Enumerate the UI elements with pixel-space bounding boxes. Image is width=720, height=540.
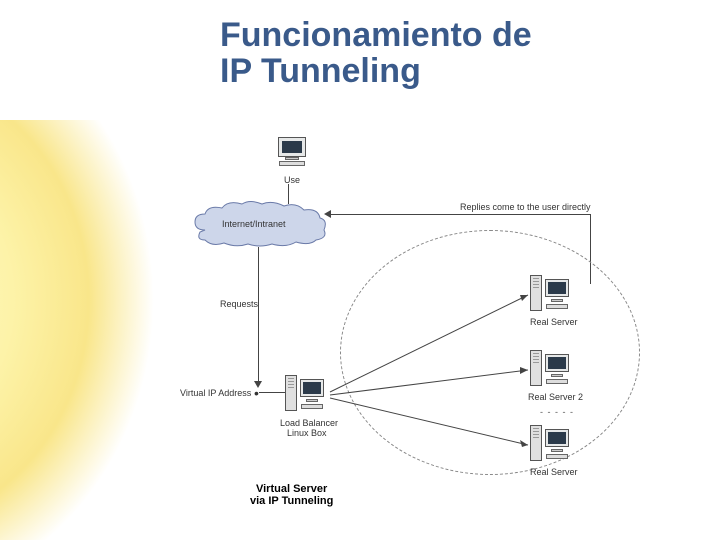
real-server-3-label: Real Server xyxy=(530,467,578,477)
user-computer-icon xyxy=(275,137,309,171)
caption-line-1: Virtual Server xyxy=(256,483,327,495)
vip-label: Virtual IP Address xyxy=(180,388,252,398)
user-label: Use xyxy=(284,175,300,185)
server-ellipsis: - - - - - xyxy=(540,407,574,417)
lb-label-2: Linux Box xyxy=(287,428,327,438)
diagram-container: Use Internet/Intranet Replies come to th… xyxy=(190,135,650,515)
real-server-3-icon xyxy=(530,425,574,465)
background-decoration xyxy=(0,120,200,540)
load-balancer-icon xyxy=(285,375,329,415)
diagram-caption: Virtual Server via IP Tunneling xyxy=(250,483,333,507)
vip-dot: • xyxy=(254,385,259,401)
real-server-2-label: Real Server 2 xyxy=(528,392,583,402)
slide-title: Funcionamiento de IP Tunneling xyxy=(220,18,532,89)
replies-label: Replies come to the user directly xyxy=(460,202,591,212)
line-requests xyxy=(258,247,259,382)
line-replies xyxy=(330,214,590,215)
arrow-replies xyxy=(324,210,331,218)
caption-line-2: via IP Tunneling xyxy=(250,495,333,507)
real-server-2-icon xyxy=(530,350,574,390)
title-line-2: IP Tunneling xyxy=(220,52,421,90)
title-line-1: Funcionamiento de xyxy=(220,16,532,54)
real-server-1-label: Real Server xyxy=(530,317,578,327)
line-vip-lb xyxy=(259,392,285,393)
cloud-label: Internet/Intranet xyxy=(222,219,286,229)
server-cluster-circle xyxy=(340,230,640,475)
real-server-1-icon xyxy=(530,275,574,315)
lb-label-1: Load Balancer xyxy=(280,418,338,428)
requests-label: Requests xyxy=(220,299,258,309)
